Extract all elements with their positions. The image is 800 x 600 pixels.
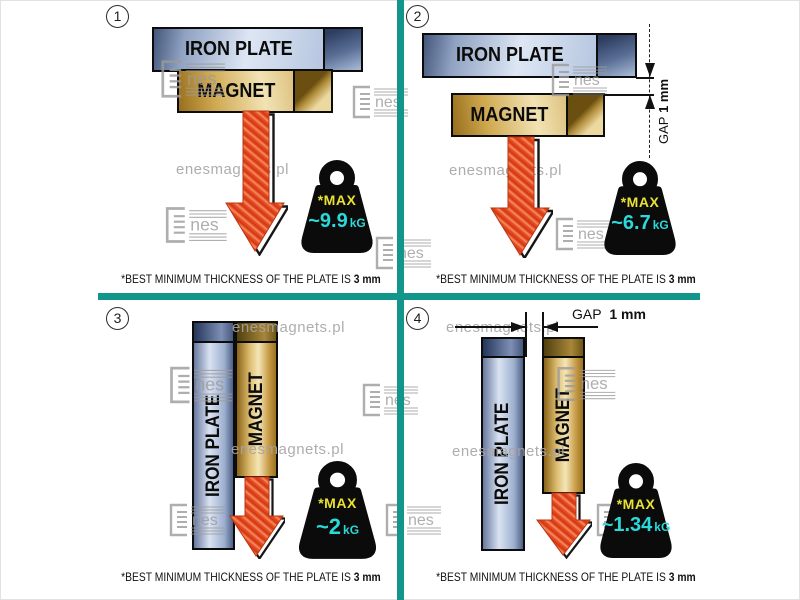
- iron-plate-side: [323, 27, 363, 72]
- max-label: *MAX: [318, 495, 357, 511]
- svg-text:nes: nes: [375, 94, 401, 111]
- enes-logo: nes: [161, 60, 225, 98]
- enes-logo: nes: [169, 503, 225, 537]
- svg-text:nes: nes: [187, 68, 217, 89]
- watermark-site-text: enesmagnets.pl: [446, 319, 559, 336]
- svg-text:nes: nes: [190, 215, 219, 235]
- pull-direction-down-arrow-icon: [225, 110, 288, 256]
- horizontal-divider: [98, 293, 700, 300]
- iron-plate-label: IRON PLATE: [184, 38, 293, 60]
- pull-direction-down-arrow-icon: [536, 492, 592, 559]
- magnet-label: MAGNET: [470, 103, 549, 126]
- gap-dimension-line: [649, 24, 650, 158]
- pull-direction-down-arrow-icon: [229, 476, 285, 559]
- enes-logo: nes: [352, 85, 408, 119]
- svg-text:nes: nes: [192, 512, 218, 529]
- gap-label: GAP 1 mm: [572, 306, 646, 322]
- weight-icon: *MAX ~6.7 kG: [597, 161, 683, 257]
- gap-dimension-line: [455, 326, 526, 328]
- enes-logo: nes: [375, 236, 431, 270]
- svg-text:nes: nes: [195, 375, 224, 395]
- iron-plate-vertical: IRON PLATE: [481, 337, 525, 551]
- magnet-side: [293, 69, 333, 113]
- iron-plate-label: IRON PLATE: [202, 394, 224, 497]
- max-label: *MAX: [620, 193, 660, 210]
- max-label: *MAX: [317, 192, 357, 209]
- vertical-divider: [397, 0, 404, 600]
- weight-icon: *MAX ~1.34 kG: [593, 463, 679, 560]
- max-pull-value: ~6.7 kG: [611, 211, 669, 234]
- svg-text:nes: nes: [408, 512, 434, 529]
- panel-2-caption: *BEST MINIMUM THICKNESS OF THE PLATE IS …: [436, 272, 696, 286]
- gap-arrow-left-icon: [544, 322, 558, 332]
- svg-text:nes: nes: [578, 226, 604, 243]
- watermark-site-text: enesmagnets.pl: [452, 443, 565, 460]
- panel-4-caption: *BEST MINIMUM THICKNESS OF THE PLATE IS …: [436, 570, 696, 584]
- panel-3-number: 3: [106, 307, 129, 330]
- magnet-side: [566, 93, 605, 137]
- enes-logo: nes: [557, 366, 616, 402]
- max-pull-value: ~9.9 kG: [308, 210, 366, 233]
- panel-4-number: 4: [406, 307, 429, 330]
- svg-text:nes: nes: [574, 72, 600, 89]
- watermark-site-text: enesmagnets.pl: [231, 441, 344, 458]
- gap-arrow-right-icon: [511, 322, 525, 332]
- panel-3-caption: *BEST MINIMUM THICKNESS OF THE PLATE IS …: [121, 570, 381, 584]
- enes-logo: nes: [170, 366, 233, 404]
- panel-1-caption: *BEST MINIMUM THICKNESS OF THE PLATE IS …: [121, 272, 381, 286]
- gap-dimension-tick: [604, 94, 654, 96]
- magnet: MAGNET: [177, 69, 295, 113]
- enes-logo: nes: [165, 207, 227, 243]
- svg-text:nes: nes: [581, 374, 608, 393]
- svg-text:nes: nes: [398, 245, 424, 262]
- weight-icon: *MAX ~2 kG: [291, 461, 384, 561]
- enes-logo: nes: [385, 503, 441, 537]
- gap-arrow-up-icon: [645, 95, 655, 109]
- gap-dimension-line: [544, 326, 598, 328]
- enes-logo: nes: [551, 63, 607, 97]
- gap-extension-line: [525, 312, 527, 357]
- magnet: MAGNET: [451, 93, 568, 137]
- iron-plate-label: IRON PLATE: [456, 44, 564, 66]
- max-label: *MAX: [616, 495, 656, 512]
- max-pull-value: ~1.34 kG: [601, 514, 671, 537]
- panel-1-number: 1: [106, 5, 129, 28]
- magnet-label: MAGNET: [245, 372, 267, 447]
- watermark-site-text: enesmagnets.pl: [232, 319, 345, 336]
- weight-icon: *MAX ~9.9 kG: [294, 160, 380, 255]
- max-pull-value: ~2 kG: [315, 514, 360, 539]
- magnet-vertical: MAGNET: [542, 337, 585, 494]
- gap-label: GAP 1 mm: [656, 78, 671, 144]
- gap-dimension-tick: [636, 77, 654, 79]
- magnet-vertical: MAGNET: [235, 321, 278, 478]
- iron-plate: IRON PLATE: [422, 33, 598, 78]
- pull-direction-down-arrow-icon: [490, 136, 553, 258]
- gap-arrow-down-icon: [645, 63, 655, 77]
- magnet-label: MAGNET: [196, 79, 275, 102]
- panel-2-number: 2: [406, 5, 429, 28]
- gap-extension-line: [542, 312, 544, 357]
- enes-logo: nes: [362, 383, 418, 417]
